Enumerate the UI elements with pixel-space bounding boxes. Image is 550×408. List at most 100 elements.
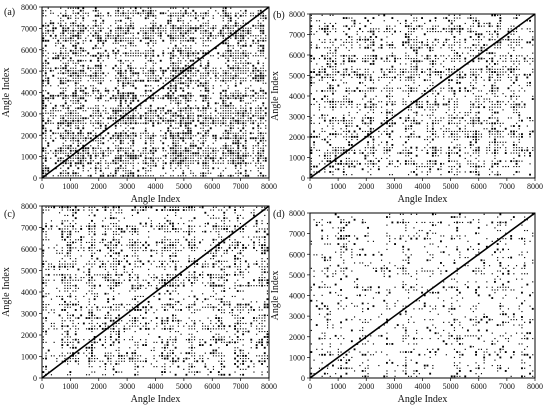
recurrence-point — [67, 95, 69, 97]
recurrence-point — [475, 101, 477, 103]
recurrence-point — [470, 25, 472, 27]
recurrence-point — [383, 73, 386, 76]
recurrence-point — [448, 109, 450, 111]
recurrence-point — [44, 44, 47, 47]
recurrence-point — [80, 50, 82, 52]
recurrence-point — [329, 84, 332, 87]
recurrence-point — [62, 82, 65, 85]
recurrence-point — [242, 62, 244, 64]
recurrence-point — [332, 92, 334, 95]
recurrence-point — [402, 90, 404, 92]
recurrence-point — [472, 144, 474, 146]
recurrence-point — [127, 67, 129, 69]
recurrence-point — [410, 74, 412, 76]
recurrence-point — [180, 40, 182, 42]
recurrence-point — [310, 160, 312, 162]
recurrence-point — [242, 77, 244, 79]
recurrence-point — [335, 106, 337, 108]
recurrence-point — [262, 145, 264, 147]
recurrence-point — [410, 60, 412, 62]
recurrence-point — [348, 55, 350, 57]
recurrence-point — [453, 90, 456, 92]
recurrence-point — [67, 30, 69, 32]
recurrence-point — [467, 52, 469, 54]
recurrence-point — [57, 72, 59, 74]
recurrence-point — [329, 30, 331, 33]
recurrence-point — [386, 55, 388, 57]
recurrence-point — [205, 172, 207, 174]
recurrence-point — [313, 71, 315, 73]
recurrence-point — [242, 50, 244, 52]
recurrence-point — [72, 50, 74, 52]
recurrence-point — [421, 68, 423, 70]
recurrence-point — [416, 28, 418, 30]
recurrence-point — [224, 129, 227, 132]
recurrence-point — [77, 12, 80, 15]
recurrence-point — [87, 162, 90, 165]
recurrence-point — [95, 152, 97, 154]
recurrence-point — [87, 137, 89, 139]
recurrence-point — [230, 12, 232, 14]
recurrence-point — [332, 71, 334, 73]
recurrence-point — [335, 163, 337, 165]
recurrence-point — [100, 135, 102, 137]
recurrence-point — [343, 76, 345, 79]
recurrence-point — [237, 94, 240, 97]
recurrence-point — [402, 152, 404, 154]
recurrence-point — [189, 67, 192, 70]
recurrence-point — [329, 57, 332, 60]
recurrence-point — [310, 47, 312, 49]
recurrence-point — [229, 19, 232, 22]
recurrence-point — [310, 163, 312, 165]
recurrence-point — [52, 27, 55, 30]
recurrence-point — [255, 165, 257, 167]
recurrence-point — [172, 69, 175, 72]
recurrence-point — [94, 44, 97, 47]
recurrence-point — [170, 152, 172, 154]
recurrence-point — [353, 152, 356, 154]
recurrence-point — [356, 111, 358, 114]
recurrence-point — [102, 52, 104, 54]
recurrence-point — [215, 152, 217, 154]
recurrence-point — [443, 87, 445, 89]
recurrence-point — [70, 160, 72, 162]
recurrence-point — [244, 154, 247, 157]
recurrence-point — [242, 37, 245, 40]
recurrence-point — [105, 100, 107, 102]
recurrence-point — [340, 39, 342, 41]
recurrence-point — [147, 52, 149, 54]
recurrence-point — [386, 120, 388, 122]
recurrence-point — [119, 69, 122, 72]
recurrence-point — [75, 42, 77, 44]
recurrence-point — [453, 25, 456, 27]
recurrence-point — [220, 172, 222, 174]
recurrence-point — [377, 168, 380, 171]
recurrence-point — [348, 114, 350, 116]
recurrence-point — [369, 127, 372, 130]
recurrence-point — [456, 28, 458, 30]
recurrence-point — [74, 94, 77, 97]
recurrence-point — [440, 168, 442, 170]
recurrence-point — [202, 162, 205, 165]
recurrence-point — [335, 57, 337, 60]
recurrence-point — [200, 85, 202, 87]
recurrence-point — [140, 27, 142, 29]
recurrence-point — [337, 162, 340, 165]
recurrence-point — [434, 38, 437, 41]
recurrence-point — [160, 27, 162, 29]
recurrence-point — [343, 95, 345, 97]
recurrence-point — [245, 27, 247, 29]
recurrence-point — [57, 22, 59, 24]
recurrence-point — [260, 35, 262, 37]
recurrence-point — [429, 28, 431, 30]
recurrence-point — [407, 71, 410, 73]
recurrence-point — [207, 132, 209, 134]
recurrence-point — [150, 142, 152, 144]
recurrence-point — [150, 112, 152, 114]
recurrence-point — [214, 74, 217, 77]
recurrence-point — [224, 42, 227, 45]
recurrence-point — [232, 55, 234, 57]
recurrence-point — [389, 28, 391, 30]
recurrence-point — [52, 32, 54, 34]
recurrence-point — [260, 22, 262, 24]
